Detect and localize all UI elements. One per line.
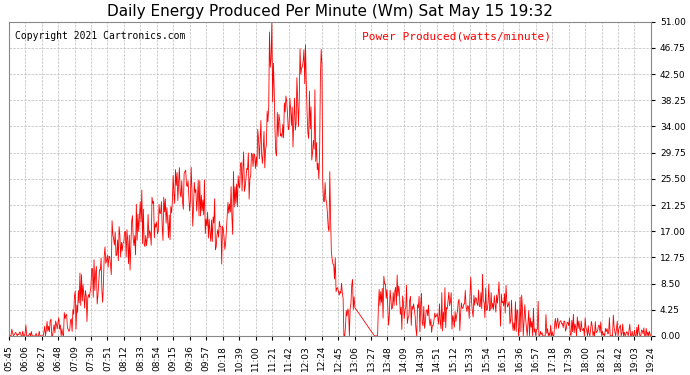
Text: Copyright 2021 Cartronics.com: Copyright 2021 Cartronics.com — [15, 31, 186, 41]
Text: Power Produced(watts/minute): Power Produced(watts/minute) — [362, 31, 551, 41]
Title: Daily Energy Produced Per Minute (Wm) Sat May 15 19:32: Daily Energy Produced Per Minute (Wm) Sa… — [107, 4, 553, 19]
